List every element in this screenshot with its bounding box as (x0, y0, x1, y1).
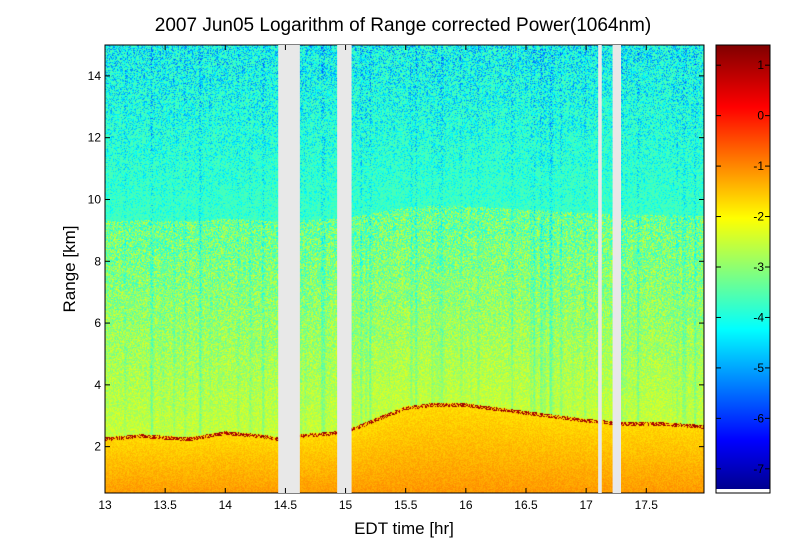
y-axis-label: Range [km] (60, 226, 79, 313)
data-gaps (278, 45, 622, 493)
x-axis-ticks: 13 13.5 14 14.5 15 15.5 16 16.5 17 17.5 (98, 45, 658, 512)
colorbar-gradient (716, 45, 770, 489)
x-tick-label: 13 (98, 498, 112, 512)
heatmap (105, 45, 704, 493)
colorbar-tick-label: 0 (757, 109, 764, 123)
x-tick-label: 16 (459, 498, 473, 512)
data-gap-2 (598, 45, 602, 493)
x-tick-label: 17 (579, 498, 593, 512)
y-tick-label: 8 (94, 254, 101, 268)
colorbar-tick-label: -7 (753, 462, 764, 476)
y-tick-label: 10 (88, 192, 102, 206)
colorbar-tick-label: -5 (753, 361, 764, 375)
x-tick-label: 16.5 (514, 498, 538, 512)
x-tick-label: 15.5 (394, 498, 418, 512)
colorbar-tick-label: -6 (753, 411, 764, 425)
data-gap-0 (278, 45, 300, 493)
x-tick-label: 14.5 (274, 498, 298, 512)
colorbar-tick-label: -2 (753, 210, 764, 224)
x-tick-label: 15 (339, 498, 353, 512)
colorbar-tick-label: 1 (757, 58, 764, 72)
plot-area: 13 13.5 14 14.5 15 15.5 16 16.5 17 17.5 246810121… (88, 44, 705, 512)
y-tick-label: 6 (94, 316, 101, 330)
chart-title: 2007 Jun05 Logarithm of Range corrected … (155, 15, 651, 36)
x-tick-label: 17.5 (635, 498, 659, 512)
colorbar-tick-label: -3 (753, 260, 764, 274)
y-tick-label: 4 (94, 378, 101, 392)
data-gap-3 (612, 45, 622, 493)
colorbar-tick-label: -1 (753, 159, 764, 173)
plot-frame (104, 44, 705, 494)
y-axis-ticks: 2 4 6 8 10 12 14 (88, 69, 704, 454)
x-axis-label: EDT time [hr] (354, 519, 454, 538)
colorbar: 1 0 -1 -2 -3 -4 -5 -6 -7 (715, 44, 771, 494)
x-tick-label: 13.5 (153, 498, 177, 512)
x-tick-label: 14 (219, 498, 233, 512)
data-gap-1 (337, 45, 352, 493)
colorbar-frame (715, 44, 771, 494)
colorbar-ticks: 1 0 -1 -2 -3 -4 -5 -6 -7 (716, 58, 770, 476)
y-tick-label: 14 (88, 69, 102, 83)
colorbar-tick-label: -4 (753, 310, 764, 324)
y-tick-label: 2 (94, 440, 101, 454)
y-tick-label: 12 (88, 131, 102, 145)
